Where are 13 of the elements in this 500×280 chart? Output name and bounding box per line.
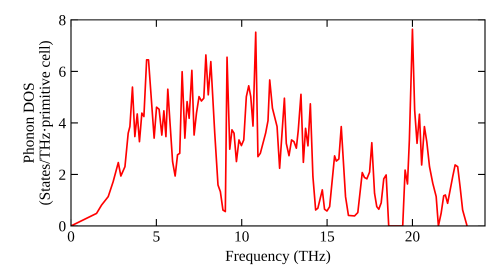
x-tick-label: 20 — [405, 231, 420, 242]
x-tick-label: 0 — [68, 231, 74, 242]
x-tick-label: 10 — [235, 231, 249, 242]
line-series — [71, 28, 468, 226]
y-tick-label: 6 — [59, 66, 66, 77]
y-tick-label: 4 — [58, 118, 66, 128]
y-tick-label: 8 — [59, 15, 66, 26]
x-tick-label: 15 — [320, 231, 334, 242]
y-tick-label: 2 — [59, 170, 66, 180]
x-tick-label: 5 — [153, 231, 160, 242]
y-tick-label: 0 — [59, 221, 66, 232]
x-axis-title: Frequency (THz) — [226, 250, 330, 264]
y-axis-title: Phonon DOS (States/THz·primitive cell) — [23, 41, 53, 205]
